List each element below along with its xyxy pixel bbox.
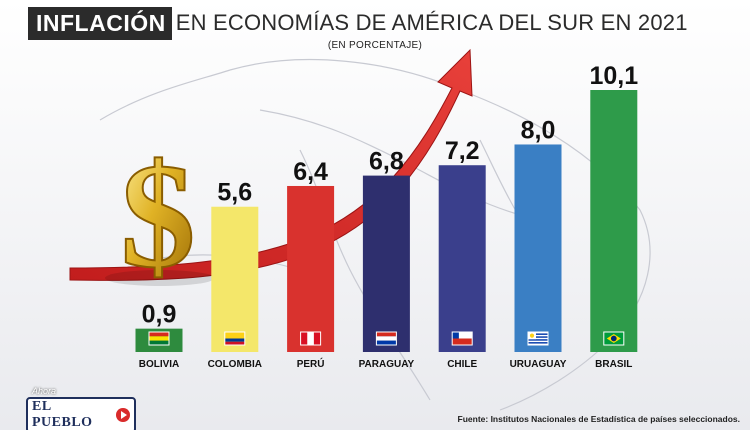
- brazil-flag-icon: [603, 331, 625, 346]
- title-highlight: INFLACIÓN: [28, 6, 172, 40]
- play-icon: [116, 408, 130, 422]
- chile-flag-icon: [451, 331, 473, 346]
- category-label: BRASIL: [595, 359, 632, 370]
- peru-flag-icon: [300, 331, 322, 346]
- category-label: URUAGUAY: [510, 359, 567, 370]
- colombia-flag-icon: [224, 331, 246, 346]
- bar-2: [211, 206, 259, 352]
- bar-value-label: 10,1: [589, 62, 638, 90]
- category-label: BOLIVIA: [139, 359, 180, 370]
- bar-value-label: 7,2: [445, 137, 480, 165]
- chart-title: INFLACIÓN EN ECONOMÍAS DE AMÉRICA DEL SU…: [28, 6, 688, 40]
- category-label: PERÚ: [297, 357, 325, 370]
- bar-value-label: 5,6: [217, 179, 252, 207]
- title-rest: EN ECONOMÍAS DE AMÉRICA DEL SUR EN 2021: [175, 10, 688, 35]
- bolivia-flag-icon: [148, 331, 170, 346]
- source-note: Fuente: Institutos Nacionales de Estadís…: [457, 414, 740, 424]
- bar-4: [362, 175, 410, 352]
- logo-top-text: Ahora: [32, 386, 57, 396]
- category-label: CHILE: [447, 359, 477, 370]
- category-label: COLOMBIA: [208, 359, 262, 370]
- gold-dollar-sign: $: [105, 132, 215, 300]
- category-label: PARAGUAY: [359, 359, 415, 370]
- bar-value-label: 6,8: [369, 148, 404, 176]
- logo-main-text: EL PUEBLO: [32, 399, 93, 430]
- bar-value-label: 0,9: [142, 301, 177, 329]
- uruguay-flag-icon: [527, 331, 549, 346]
- bar-5: [438, 165, 486, 352]
- bar-value-label: 6,4: [293, 158, 328, 186]
- paraguay-flag-icon: [375, 331, 397, 346]
- bar-value-label: 8,0: [521, 116, 556, 144]
- bar-7: [590, 90, 638, 352]
- el-pueblo-logo: Ahora EL PUEBLO: [26, 386, 136, 430]
- bar-6: [514, 144, 562, 352]
- svg-text:$: $: [121, 133, 196, 299]
- bar-3: [287, 185, 335, 352]
- logo-main: EL PUEBLO: [26, 397, 136, 430]
- chart-subtitle: (EN PORCENTAJE): [327, 40, 423, 51]
